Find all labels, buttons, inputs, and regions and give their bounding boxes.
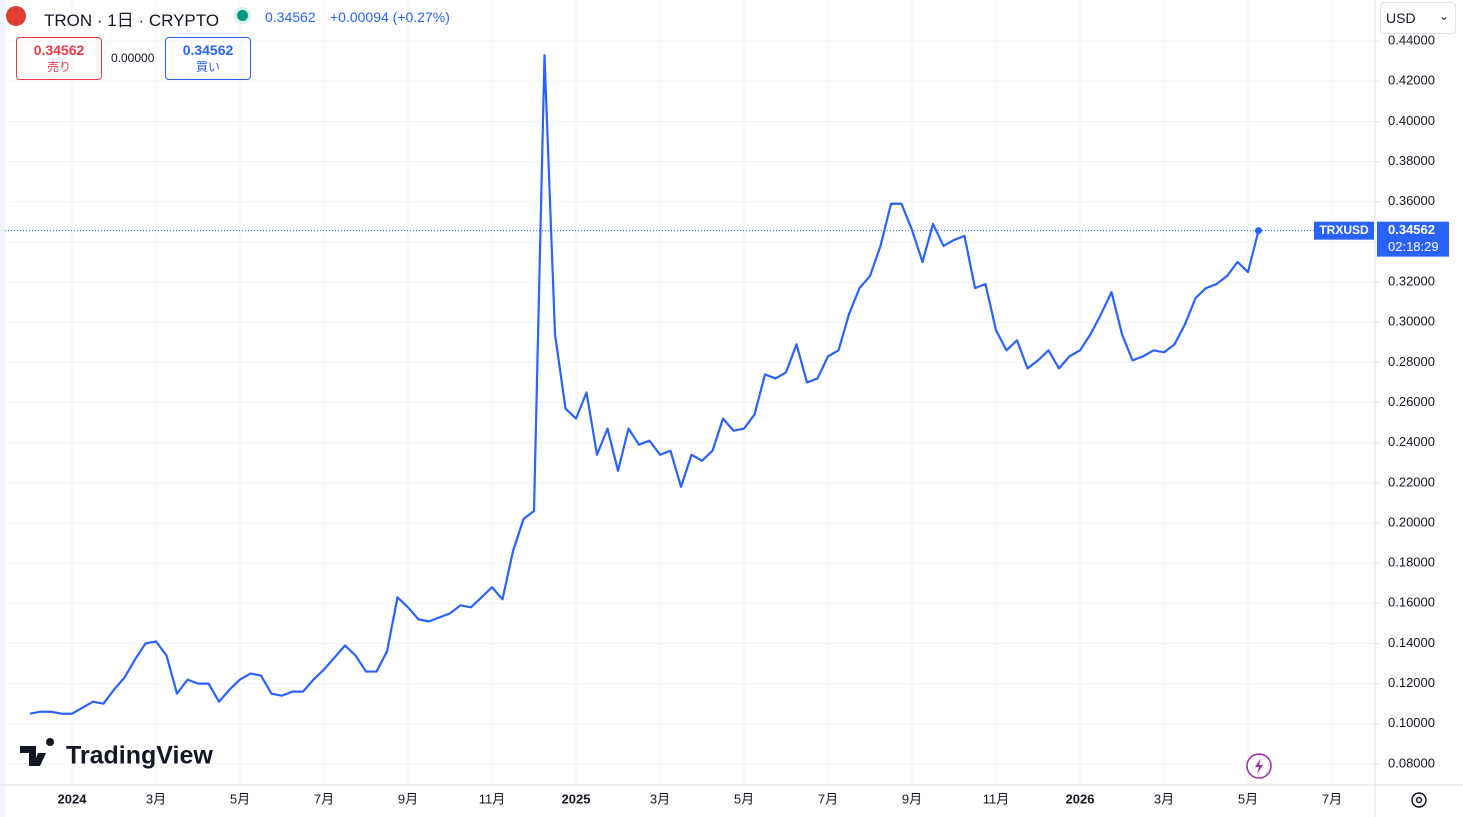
x-tick-label: 11月 [983, 791, 1010, 806]
y-tick-label: 0.40000 [1388, 113, 1435, 128]
header-change: +0.00094 (+0.27%) [330, 9, 450, 25]
tv-logo-mark [20, 738, 55, 766]
last-point [1255, 227, 1262, 235]
x-tick-label: 7月 [1322, 791, 1342, 806]
tv-logo: TradingView [20, 738, 213, 770]
symbol-logo [6, 6, 26, 26]
y-tick-label: 0.32000 [1388, 274, 1435, 289]
left-edge [0, 0, 5, 817]
gear-center[interactable] [1415, 796, 1423, 804]
spread: 0.00000 [111, 51, 155, 65]
y-tick-label: 0.44000 [1388, 33, 1435, 48]
y-tick-label: 0.38000 [1388, 153, 1435, 168]
market-status [237, 10, 248, 21]
y-tick-label: 0.18000 [1388, 555, 1435, 570]
x-tick-label: 5月 [1238, 791, 1258, 806]
x-tick-label: 2026 [1066, 791, 1095, 806]
countdown-label: 02:18:29 [1388, 239, 1439, 254]
x-tick-label: 7月 [818, 791, 838, 806]
y-tick-label: 0.20000 [1388, 514, 1435, 529]
symbol-tag [1314, 221, 1374, 240]
y-tick-label: 0.36000 [1388, 193, 1435, 208]
y-tick-label: 0.08000 [1388, 755, 1435, 770]
y-tick-label: 0.10000 [1388, 715, 1435, 730]
buy-price[interactable]: 0.34562 [182, 42, 234, 58]
header-price: 0.34562 [265, 9, 316, 25]
x-tick-label: 5月 [230, 791, 250, 806]
x-tick-label: 7月 [314, 791, 334, 806]
y-tick-label: 0.30000 [1388, 314, 1435, 329]
sell-label[interactable]: 売り [46, 60, 71, 74]
plot: 0.08000 0.10000 0.12000 0.14000 0.16000 0.180… [29, 33, 1449, 806]
y-tick-label: 0.42000 [1388, 73, 1435, 88]
buy-button[interactable]: 0.34562 買い [165, 37, 251, 80]
y-tick-label: 0.12000 [1388, 675, 1435, 690]
tv-logo-text: TradingView [66, 742, 213, 770]
y-tick-label: 0.24000 [1388, 434, 1435, 449]
price-line [29, 54, 1260, 715]
gear[interactable] [1411, 792, 1427, 808]
y-tick-label: 0.14000 [1388, 635, 1435, 650]
flash-icon[interactable] [1246, 753, 1272, 779]
sell-button[interactable]: 0.34562 売り [16, 37, 102, 80]
buy-label[interactable]: 買い [195, 60, 220, 74]
dropdown-caret[interactable]: ⌄ [1438, 9, 1449, 23]
x-tick-label: 3月 [1154, 791, 1174, 806]
x-tick-label: 9月 [398, 791, 418, 806]
flash-bolt[interactable] [1255, 758, 1263, 774]
x-tick-label: 9月 [902, 791, 922, 806]
currency-label[interactable]: USD [1386, 10, 1416, 26]
x-tick-label: 2025 [562, 791, 591, 806]
y-tick-label: 0.22000 [1388, 474, 1435, 489]
grid [5, 0, 1375, 785]
currency-select[interactable]: USD ⌄ [1380, 2, 1456, 34]
sell-price[interactable]: 0.34562 [33, 42, 85, 58]
settings-icon[interactable] [1411, 792, 1427, 808]
x-tick-label: 11月 [479, 791, 506, 806]
y-tick-label: 0.26000 [1388, 394, 1435, 409]
x-tick-label: 3月 [650, 791, 670, 806]
symbol-tag-label: TRXUSD [1319, 223, 1369, 237]
x-tick-label: 5月 [734, 791, 754, 806]
y-tick-label: 0.16000 [1388, 595, 1435, 610]
x-tick-label: 3月 [146, 791, 166, 806]
price-tag [1377, 221, 1449, 257]
y-tick-label: 0.28000 [1388, 354, 1435, 369]
price-tag-label: 0.34562 [1388, 222, 1435, 237]
symbol-title[interactable]: TRON · 1日 · CRYPTO [44, 11, 220, 30]
x-tick-label: 2024 [58, 791, 88, 806]
